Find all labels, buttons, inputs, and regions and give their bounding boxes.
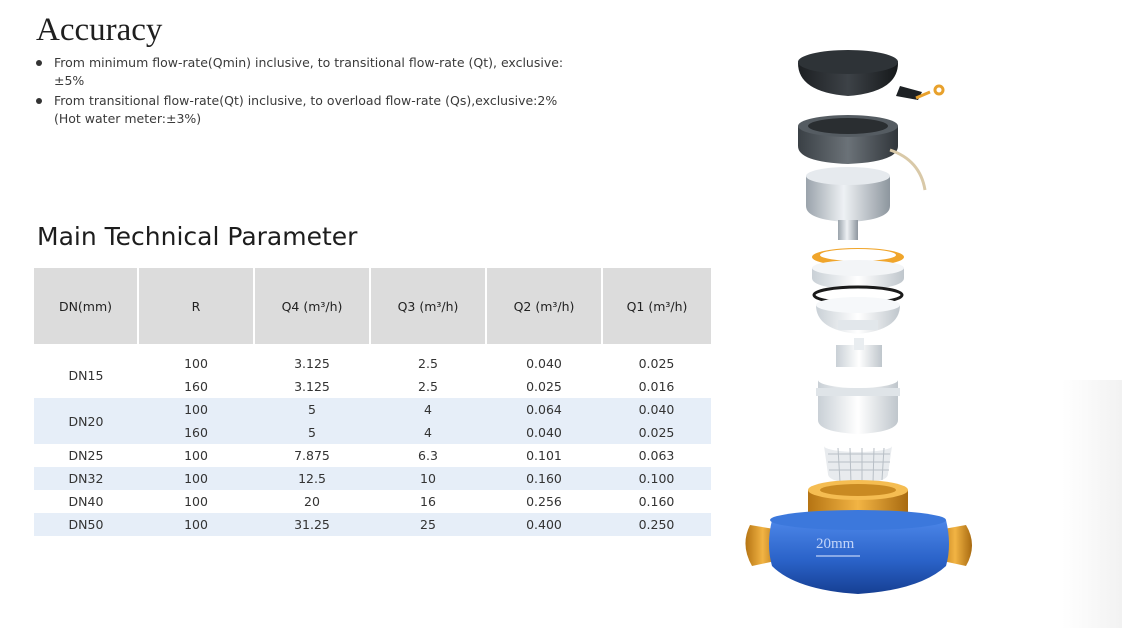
cell-q4: 3.125	[254, 352, 370, 375]
cell-q1: 0.016	[602, 375, 711, 398]
meter-body-label: 20mm	[816, 536, 855, 552]
cell-dn: DN32	[34, 467, 138, 490]
cell-q3: 2.5	[370, 375, 486, 398]
cell-q4: 5	[254, 421, 370, 444]
accuracy-bullet: From transitional flow-rate(Qt) inclusiv…	[34, 92, 574, 128]
cell-r: 160	[138, 421, 254, 444]
accuracy-title: Accuracy	[36, 12, 163, 48]
cell-q3: 4	[370, 398, 486, 421]
table-row: DN15 100 3.125 2.5 0.040 0.025	[34, 352, 711, 398]
meter-seal-ring	[812, 260, 904, 305]
table-row: DN20 100 5 4 0.064 0.040	[34, 398, 711, 444]
cell-r: 100	[138, 490, 254, 513]
cell-q4: 5	[254, 398, 370, 421]
accuracy-bullet-text: From transitional flow-rate(Qt) inclusiv…	[54, 93, 558, 126]
cell-dn: DN20	[34, 398, 138, 444]
table-header-row: DN(mm) R Q4 (m³/h) Q3 (m³/h) Q2 (m³/h) Q…	[34, 268, 711, 344]
header-q3: Q3 (m³/h)	[369, 268, 486, 344]
cell-q3: 25	[370, 513, 486, 536]
cell-q2: 0.025	[486, 375, 602, 398]
meter-filter	[824, 440, 892, 485]
cell-q3: 10	[370, 467, 486, 490]
cell-q3: 2.5	[370, 352, 486, 375]
cell-q1: 0.160	[602, 490, 711, 513]
cell-dn: DN25	[34, 444, 138, 467]
cell-q4: 7.875	[254, 444, 370, 467]
cell-q3: 4	[370, 421, 486, 444]
exploded-water-meter-icon: 20mm	[745, 50, 972, 594]
meter-register	[806, 167, 890, 240]
cell-q1: 0.250	[602, 513, 711, 536]
parameters-table: DN(mm) R Q4 (m³/h) Q3 (m³/h) Q2 (m³/h) Q…	[34, 268, 711, 536]
cell-dn: DN50	[34, 513, 138, 536]
table-row: 160 5 4 0.040 0.025	[34, 421, 711, 444]
cell-q1: 0.100	[602, 467, 711, 490]
cell-q4: 3.125	[254, 375, 370, 398]
cell-q1: 0.063	[602, 444, 711, 467]
table-row: 160 3.125 2.5 0.025 0.016	[34, 375, 711, 398]
cell-q2: 0.101	[486, 444, 602, 467]
cell-q2: 0.256	[486, 490, 602, 513]
cell-q1: 0.025	[602, 421, 711, 444]
cell-r: 100	[138, 444, 254, 467]
meter-body: 20mm	[745, 480, 972, 594]
table-row: DN32 100 12.5 10 0.160 0.100	[34, 467, 711, 490]
accuracy-bullet: From minimum flow-rate(Qmin) inclusive, …	[34, 54, 574, 90]
cell-dn: DN15	[34, 352, 138, 398]
meter-chamber	[816, 372, 900, 434]
table-row: DN50 100 31.25 25 0.400 0.250	[34, 513, 711, 536]
accuracy-list: From minimum flow-rate(Qmin) inclusive, …	[34, 54, 574, 130]
header-q1: Q1 (m³/h)	[601, 268, 711, 344]
cell-dn: DN40	[34, 490, 138, 513]
cell-q3: 16	[370, 490, 486, 513]
cell-r: 100	[138, 467, 254, 490]
background-fade	[1062, 380, 1122, 628]
bullet-dot-icon	[36, 98, 42, 104]
cell-q4: 20	[254, 490, 370, 513]
cell-r: 100	[138, 352, 254, 375]
table-row: DN40 100 20 16 0.256 0.160	[34, 490, 711, 513]
cell-q1: 0.040	[602, 398, 711, 421]
header-q4: Q4 (m³/h)	[253, 268, 370, 344]
meter-register-ring	[798, 115, 927, 191]
meter-impeller	[836, 338, 882, 367]
header-r: R	[137, 268, 254, 344]
cell-q4: 31.25	[254, 513, 370, 536]
cell-q4: 12.5	[254, 467, 370, 490]
cell-q2: 0.040	[486, 421, 602, 444]
cell-q2: 0.400	[486, 513, 602, 536]
cell-q2: 0.160	[486, 467, 602, 490]
parameters-title: Main Technical Parameter	[37, 222, 358, 251]
cell-q3: 6.3	[370, 444, 486, 467]
table-row: DN25 100 7.875 6.3 0.101 0.063	[34, 444, 711, 467]
cell-r: 100	[138, 513, 254, 536]
meter-cover	[798, 50, 945, 100]
cell-q2: 0.064	[486, 398, 602, 421]
header-q2: Q2 (m³/h)	[485, 268, 602, 344]
cell-r: 100	[138, 398, 254, 421]
cell-q1: 0.025	[602, 352, 711, 375]
cell-q2: 0.040	[486, 352, 602, 375]
cell-r: 160	[138, 375, 254, 398]
accuracy-bullet-text: From minimum flow-rate(Qmin) inclusive, …	[54, 55, 564, 88]
bullet-dot-icon	[36, 60, 42, 66]
header-dn: DN(mm)	[34, 268, 138, 344]
meter-impeller-housing	[816, 297, 900, 334]
